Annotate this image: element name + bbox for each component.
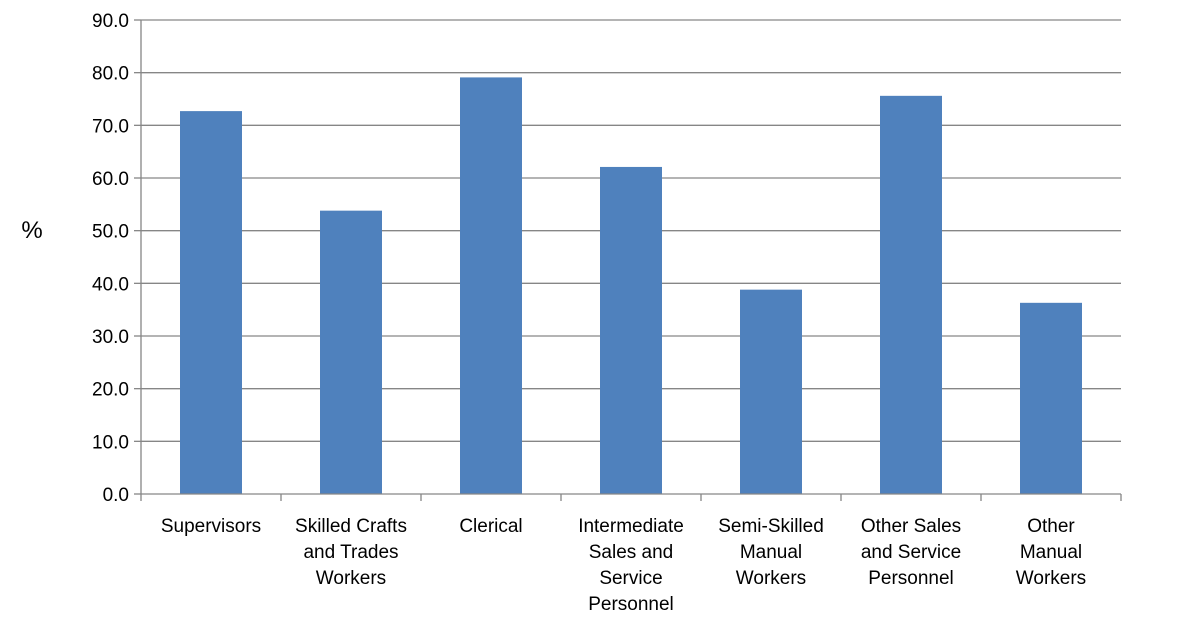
x-tick-label: Semi-Skilled Manual Workers [718,516,824,589]
y-tick-label: 40.0 [92,274,129,295]
x-tick-label-line: Other Sales [861,516,961,537]
x-tick-label-line: Intermediate [578,516,684,537]
x-tick-label: Skilled Crafts and Trades Workers [295,516,407,589]
bar [880,95,942,494]
x-tick-labels: Supervisors Skilled Crafts and Trades Worke… [161,516,1086,615]
x-tick-label-line: and Service [861,542,961,563]
bars [180,77,1082,495]
x-tick-label-line: Clerical [459,516,522,537]
bar [740,289,802,494]
y-tick-label: 30.0 [92,327,129,348]
x-tick-label-line: Other [1027,516,1075,537]
x-tick-label-line: Service [599,568,662,589]
x-tick-label: Other Manual Workers [1016,516,1086,589]
x-tick-label-line: Workers [316,568,386,589]
y-tick-labels: 0.0 10.0 20.0 30.0 40.0 50.0 60.0 70.0 80.0 90.0 [92,11,129,506]
x-tick-label: Clerical [459,516,522,537]
x-tick-label-line: Workers [736,568,806,589]
x-tick-label-line: Semi-Skilled [718,516,824,537]
x-tick-label-line: and Trades [303,542,398,563]
x-tick-label: Other Sales and Service Personnel [861,516,961,589]
y-tick-label: 10.0 [92,432,129,453]
y-tick-label: 60.0 [92,169,129,190]
y-tick-label: 70.0 [92,116,129,137]
y-tick-label: 90.0 [92,11,129,32]
x-tick-label: Intermediate Sales and Service Personnel [578,516,684,615]
x-tick-label-line: Personnel [868,568,954,589]
bar [460,77,522,494]
bar [320,210,382,495]
axes [134,19,1122,501]
bar [600,166,662,494]
x-tick-label-line: Sales and [589,542,674,563]
bar [180,111,242,494]
x-tick-label-line: Supervisors [161,516,261,537]
x-tick-label: Supervisors [161,516,261,537]
x-tick-label-line: Skilled Crafts [295,516,407,537]
y-tick-label: 0.0 [103,485,129,506]
x-tick-label-line: Manual [740,542,802,563]
y-tick-label: 20.0 [92,380,129,401]
y-tick-label: 50.0 [92,222,129,243]
x-tick-label-line: Manual [1020,542,1082,563]
bar [1020,302,1082,494]
y-tick-label: 80.0 [92,64,129,85]
x-tick-label-line: Personnel [588,594,674,615]
x-tick-label-line: Workers [1016,568,1086,589]
y-axis-label: % [21,217,42,244]
